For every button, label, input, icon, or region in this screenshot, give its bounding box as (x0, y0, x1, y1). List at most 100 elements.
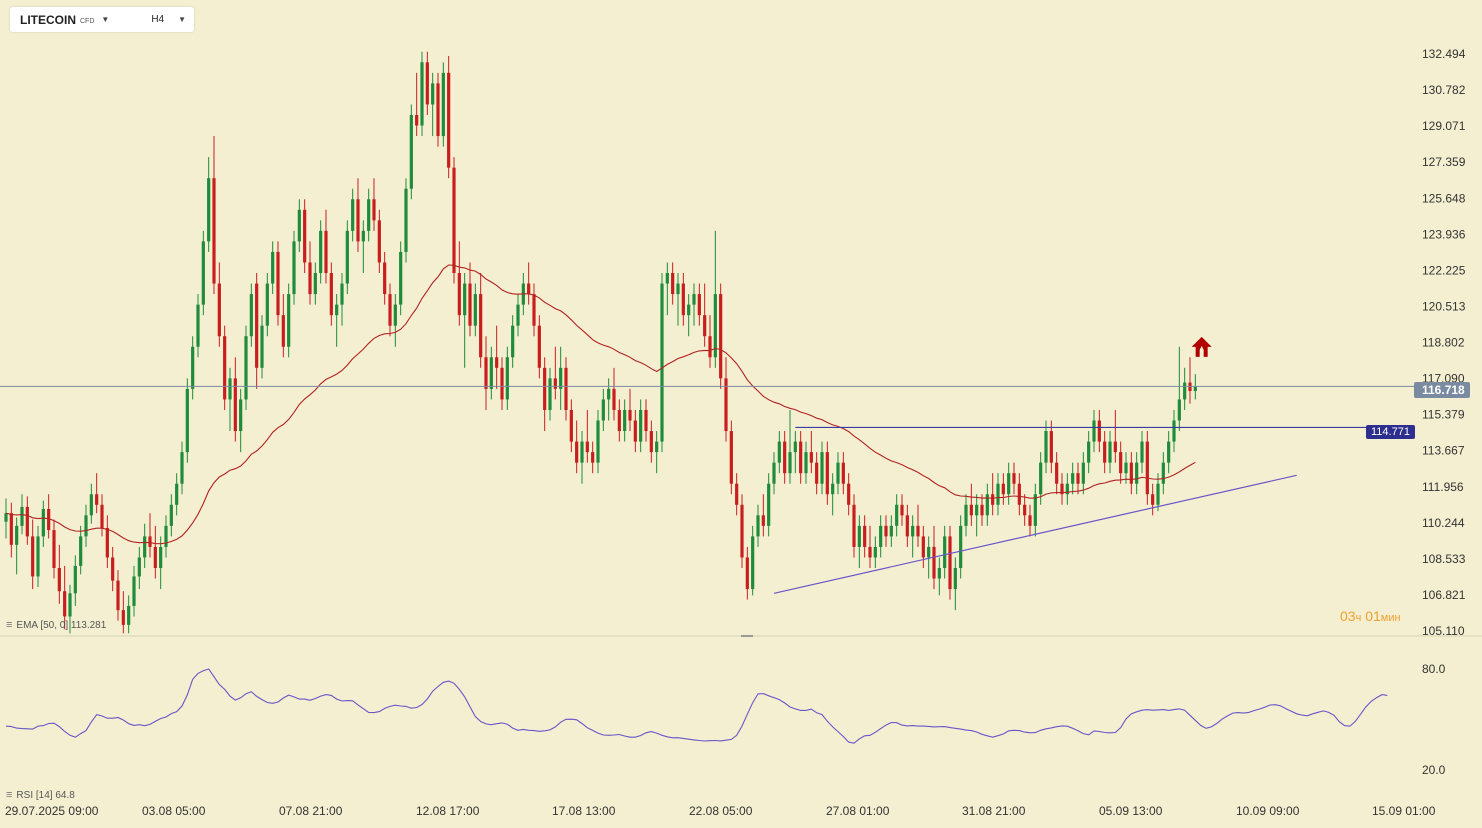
candle-body (575, 441, 579, 463)
symbol-name[interactable]: LITECOIN (20, 12, 76, 27)
candle-body (943, 536, 947, 568)
time-tick-label: 22.08 05:00 (689, 804, 753, 818)
candle-body (281, 315, 285, 347)
candle-body (543, 367, 547, 410)
symbol-dropdown-icon[interactable]: ▼ (101, 15, 110, 24)
up-arrow-icon[interactable] (1191, 336, 1212, 357)
candle-body (516, 304, 520, 326)
candle-body (660, 283, 664, 442)
candle-body (404, 188, 408, 252)
time-tick-label: 17.08 13:00 (552, 804, 616, 818)
candle-body (969, 504, 973, 516)
candle-body (420, 62, 424, 126)
candle-body (1129, 462, 1133, 484)
candle-body (484, 357, 488, 389)
price-tick-label: 105.110 (1422, 624, 1465, 638)
candle-body (500, 367, 504, 400)
candle-body (980, 504, 984, 516)
candle-body (239, 399, 243, 432)
candle-body (1156, 483, 1160, 505)
candle-body (52, 530, 56, 568)
candle-body (623, 409, 627, 432)
current-price-badge: 116.718 (1414, 382, 1470, 398)
price-tick-label: 111.956 (1422, 480, 1464, 494)
candle-body (479, 294, 483, 358)
candle-body (729, 431, 733, 484)
candle-body (879, 525, 883, 547)
price-tick-label: 110.244 (1422, 516, 1465, 530)
candle-body (964, 504, 968, 526)
candle-body (761, 515, 765, 526)
candle-body (351, 199, 355, 231)
candle-body (857, 525, 861, 547)
candle-body (15, 525, 19, 545)
ascending-trend-line[interactable] (773, 474, 1297, 594)
candle-body (841, 462, 845, 484)
candle-body (959, 525, 963, 568)
candle-body (815, 462, 819, 484)
candle-body (1167, 441, 1171, 463)
candle-body (159, 546, 163, 568)
candle-body (324, 230, 328, 274)
time-tick-label: 12.08 17:00 (416, 804, 480, 818)
candle-body (985, 494, 989, 516)
candle-body (996, 483, 1000, 505)
candle-body (585, 441, 589, 453)
candle-body (95, 494, 99, 505)
ema-legend[interactable]: ≡ EMA [50, 0] 113.281 (6, 619, 106, 631)
candle-body (1033, 494, 1037, 526)
candle-body (884, 525, 888, 537)
price-tick-label: 122.225 (1422, 263, 1466, 277)
candle-body (628, 409, 632, 421)
candle-body (73, 565, 77, 594)
ema-legend-text: EMA [50, 0] 113.281 (16, 619, 107, 631)
timeframe-dropdown-icon[interactable]: ▼ (178, 15, 187, 24)
candle-body (975, 504, 979, 516)
candle-body (228, 378, 232, 400)
candle-body (505, 357, 509, 400)
candle-body (367, 199, 371, 231)
candle-body (36, 536, 40, 577)
countdown-hours: 03 (1340, 608, 1356, 624)
candle-body (345, 230, 349, 284)
candle-body (713, 294, 717, 358)
candle-body (47, 509, 51, 531)
candle-body (1076, 473, 1080, 484)
candle-body (847, 483, 851, 505)
ema-menu-icon[interactable]: ≡ (6, 619, 13, 631)
candle-body (708, 336, 712, 358)
candle-body (607, 388, 611, 400)
candle-body (532, 294, 536, 326)
candle-body (868, 546, 872, 558)
price-tick-label: 129.071 (1422, 119, 1466, 133)
time-axis: 29.07.2025 09:00 03.08 05:00 07.08 21:00 12… (5, 804, 1436, 818)
candle-body (399, 251, 403, 305)
candle-body (303, 209, 307, 263)
candle-body (580, 441, 584, 463)
candle-body (100, 504, 104, 528)
price-axis: 132.494 130.782 129.071 127.359 125.648 123.9… (1422, 47, 1466, 638)
candle-body (927, 546, 931, 558)
timeframe-value[interactable]: H4 (151, 14, 165, 25)
candle-body (441, 72, 445, 137)
rsi-legend[interactable]: ≡ RSI [14] 64.8 (6, 789, 75, 801)
candles (4, 51, 1197, 634)
candle-body (905, 515, 909, 537)
candle-body (377, 220, 381, 263)
candle-body (4, 513, 8, 522)
candle-body (57, 567, 61, 592)
rsi-menu-icon[interactable]: ≡ (6, 789, 13, 801)
candle-body (1087, 441, 1091, 463)
candle-body (916, 525, 920, 537)
candle-body (452, 167, 456, 274)
candle-body (415, 114, 419, 126)
candle-body (777, 441, 781, 463)
candle-body (1028, 515, 1032, 526)
candle-body (788, 452, 792, 474)
candle-body (751, 536, 755, 590)
price-tick-label: 125.648 (1422, 191, 1466, 205)
countdown-hours-unit: ч (1355, 612, 1362, 624)
candle-body (335, 304, 339, 316)
symbol-selector[interactable]: LITECOIN CFD ▼ H4 ▼ (10, 7, 194, 32)
candle-body (756, 515, 760, 537)
